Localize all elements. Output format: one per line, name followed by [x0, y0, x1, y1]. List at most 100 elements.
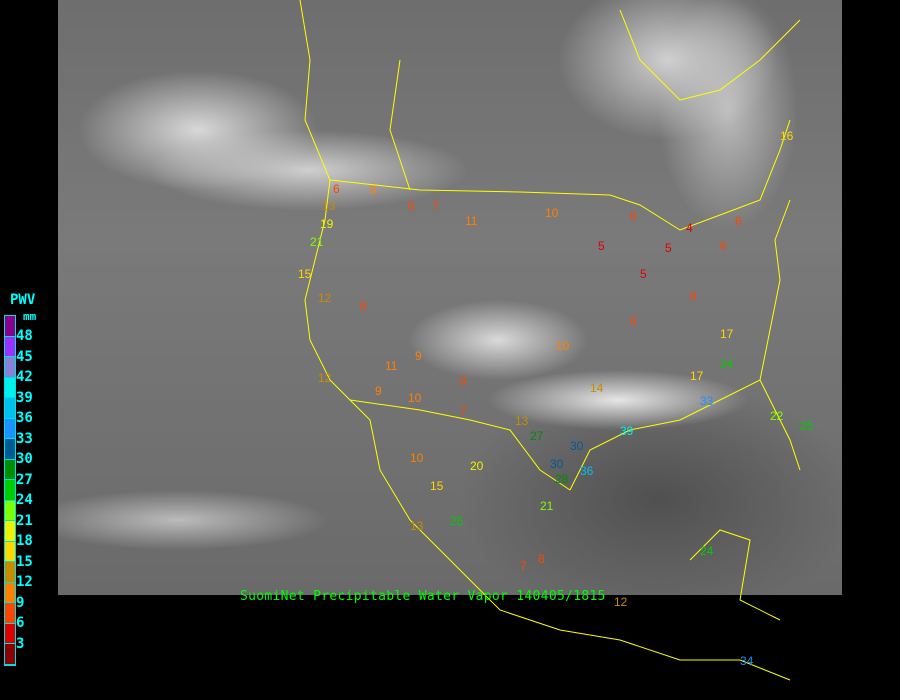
- scale-label: 39: [16, 389, 33, 406]
- station-pwv-value: 9: [370, 183, 377, 197]
- station-pwv-value: 13: [515, 414, 529, 428]
- canada-province-lines: [389, 59, 411, 191]
- station-pwv-value: 28: [555, 472, 569, 486]
- scale-label: 15: [16, 553, 33, 570]
- scale-label: 42: [16, 369, 33, 385]
- scale-segment: [5, 459, 15, 480]
- station-pwv-value: 15: [298, 267, 312, 281]
- station-pwv-value: 9: [415, 349, 422, 363]
- station-pwv-value: 12: [614, 595, 628, 609]
- station-pwv-value: 10: [408, 391, 422, 405]
- legend-unit: mm: [23, 310, 37, 323]
- scale-segment: [5, 377, 15, 398]
- station-pwv-value: 13: [322, 199, 336, 213]
- us-west-coast: [304, 179, 431, 541]
- yucatan-coast: [689, 529, 781, 621]
- scale-segment: [5, 316, 15, 337]
- station-pwv-value: 4: [686, 221, 693, 235]
- station-pwv-value: 6: [408, 199, 415, 213]
- station-pwv-value: 6: [735, 214, 742, 228]
- hudson-bay: [619, 9, 801, 101]
- scale-label: 18: [16, 533, 33, 549]
- station-pwv-value: 12: [318, 291, 332, 305]
- legend-title: PWV: [10, 292, 36, 308]
- station-pwv-value: 5: [598, 239, 605, 253]
- station-pwv-value: 17: [690, 369, 704, 383]
- scale-label: 9: [16, 594, 25, 611]
- station-pwv-value: 5: [640, 267, 647, 281]
- scale-label: 36: [16, 410, 33, 426]
- scale-segment: [5, 562, 15, 583]
- station-pwv-value: 25: [800, 419, 814, 433]
- mexico-coast: [429, 539, 791, 681]
- station-pwv-value: 6: [630, 314, 637, 328]
- scale-segment: [5, 500, 15, 521]
- station-pwv-value: 17: [720, 327, 734, 341]
- scale-label: 12: [16, 574, 33, 590]
- scale-label: 24: [16, 492, 33, 508]
- station-pwv-value: 20: [470, 459, 484, 473]
- scale-segment: [5, 541, 15, 562]
- station-pwv-value: 24: [700, 544, 714, 558]
- station-pwv-value: 10: [545, 206, 559, 220]
- station-pwv-value: 5: [665, 241, 672, 255]
- pacific-nw-coast: [299, 0, 331, 181]
- scale-label: 27: [16, 471, 33, 488]
- station-pwv-value: 15: [430, 479, 444, 493]
- station-pwv-value: 10: [556, 339, 570, 353]
- station-pwv-value: 22: [770, 409, 784, 423]
- scale-segment: [5, 644, 15, 665]
- gulf-coast: [569, 379, 801, 491]
- station-pwv-value: 21: [310, 235, 324, 249]
- scale-segment: [5, 439, 15, 460]
- east-coast: [759, 199, 791, 381]
- station-pwv-value: 8: [460, 374, 467, 388]
- station-pwv-value: 8: [360, 299, 367, 313]
- scale-segment: [5, 603, 15, 624]
- scale-segment: [5, 582, 15, 603]
- scale-label: 21: [16, 512, 33, 529]
- station-pwv-value: 6: [720, 239, 727, 253]
- station-pwv-value: 13: [410, 519, 424, 533]
- image-caption: SuomiNet Precipitable Water Vapor 140405…: [240, 589, 606, 604]
- us-canada-border: [329, 119, 791, 231]
- scale-segment: [5, 418, 15, 439]
- station-pwv-value: 7: [520, 559, 527, 573]
- station-pwv-value: 8: [690, 289, 697, 303]
- station-pwv-value: 11: [465, 214, 478, 228]
- station-pwv-value: 12: [318, 371, 332, 385]
- station-pwv-value: 33: [700, 394, 714, 408]
- station-pwv-value: 6: [630, 209, 637, 223]
- scale-segment: [5, 521, 15, 542]
- station-pwv-value: 34: [740, 654, 754, 668]
- station-pwv-value: 7: [460, 404, 467, 418]
- station-pwv-value: 8: [538, 552, 545, 566]
- station-pwv-value: 19: [320, 217, 334, 231]
- scale-label: 48: [16, 328, 33, 344]
- station-pwv-value: 11: [385, 359, 398, 373]
- station-pwv-value: 14: [590, 381, 604, 395]
- station-pwv-value: 10: [410, 451, 424, 465]
- scale-label: 30: [16, 451, 33, 467]
- station-pwv-value: 21: [540, 499, 554, 513]
- station-pwv-value: 39: [620, 424, 634, 438]
- station-pwv-value: 36: [580, 464, 594, 478]
- station-pwv-value: 24: [720, 357, 734, 371]
- scale-segment: [5, 357, 15, 378]
- station-pwv-value: 30: [550, 457, 564, 471]
- scale-label: 6: [16, 615, 25, 631]
- us-mexico-border: [349, 399, 571, 491]
- station-pwv-value: 6: [333, 182, 340, 196]
- scale-segment: [5, 480, 15, 501]
- station-pwv-value: 9: [375, 384, 382, 398]
- station-pwv-value: 7: [432, 199, 439, 213]
- station-pwv-value: 30: [570, 439, 584, 453]
- scale-segment: [5, 336, 15, 357]
- satellite-image: [58, 0, 842, 595]
- scale-label: 33: [16, 430, 33, 447]
- color-scale-bar: [4, 315, 16, 666]
- scale-label: 3: [16, 635, 25, 652]
- station-pwv-value: 25: [450, 514, 464, 528]
- scale-segment: [5, 398, 15, 419]
